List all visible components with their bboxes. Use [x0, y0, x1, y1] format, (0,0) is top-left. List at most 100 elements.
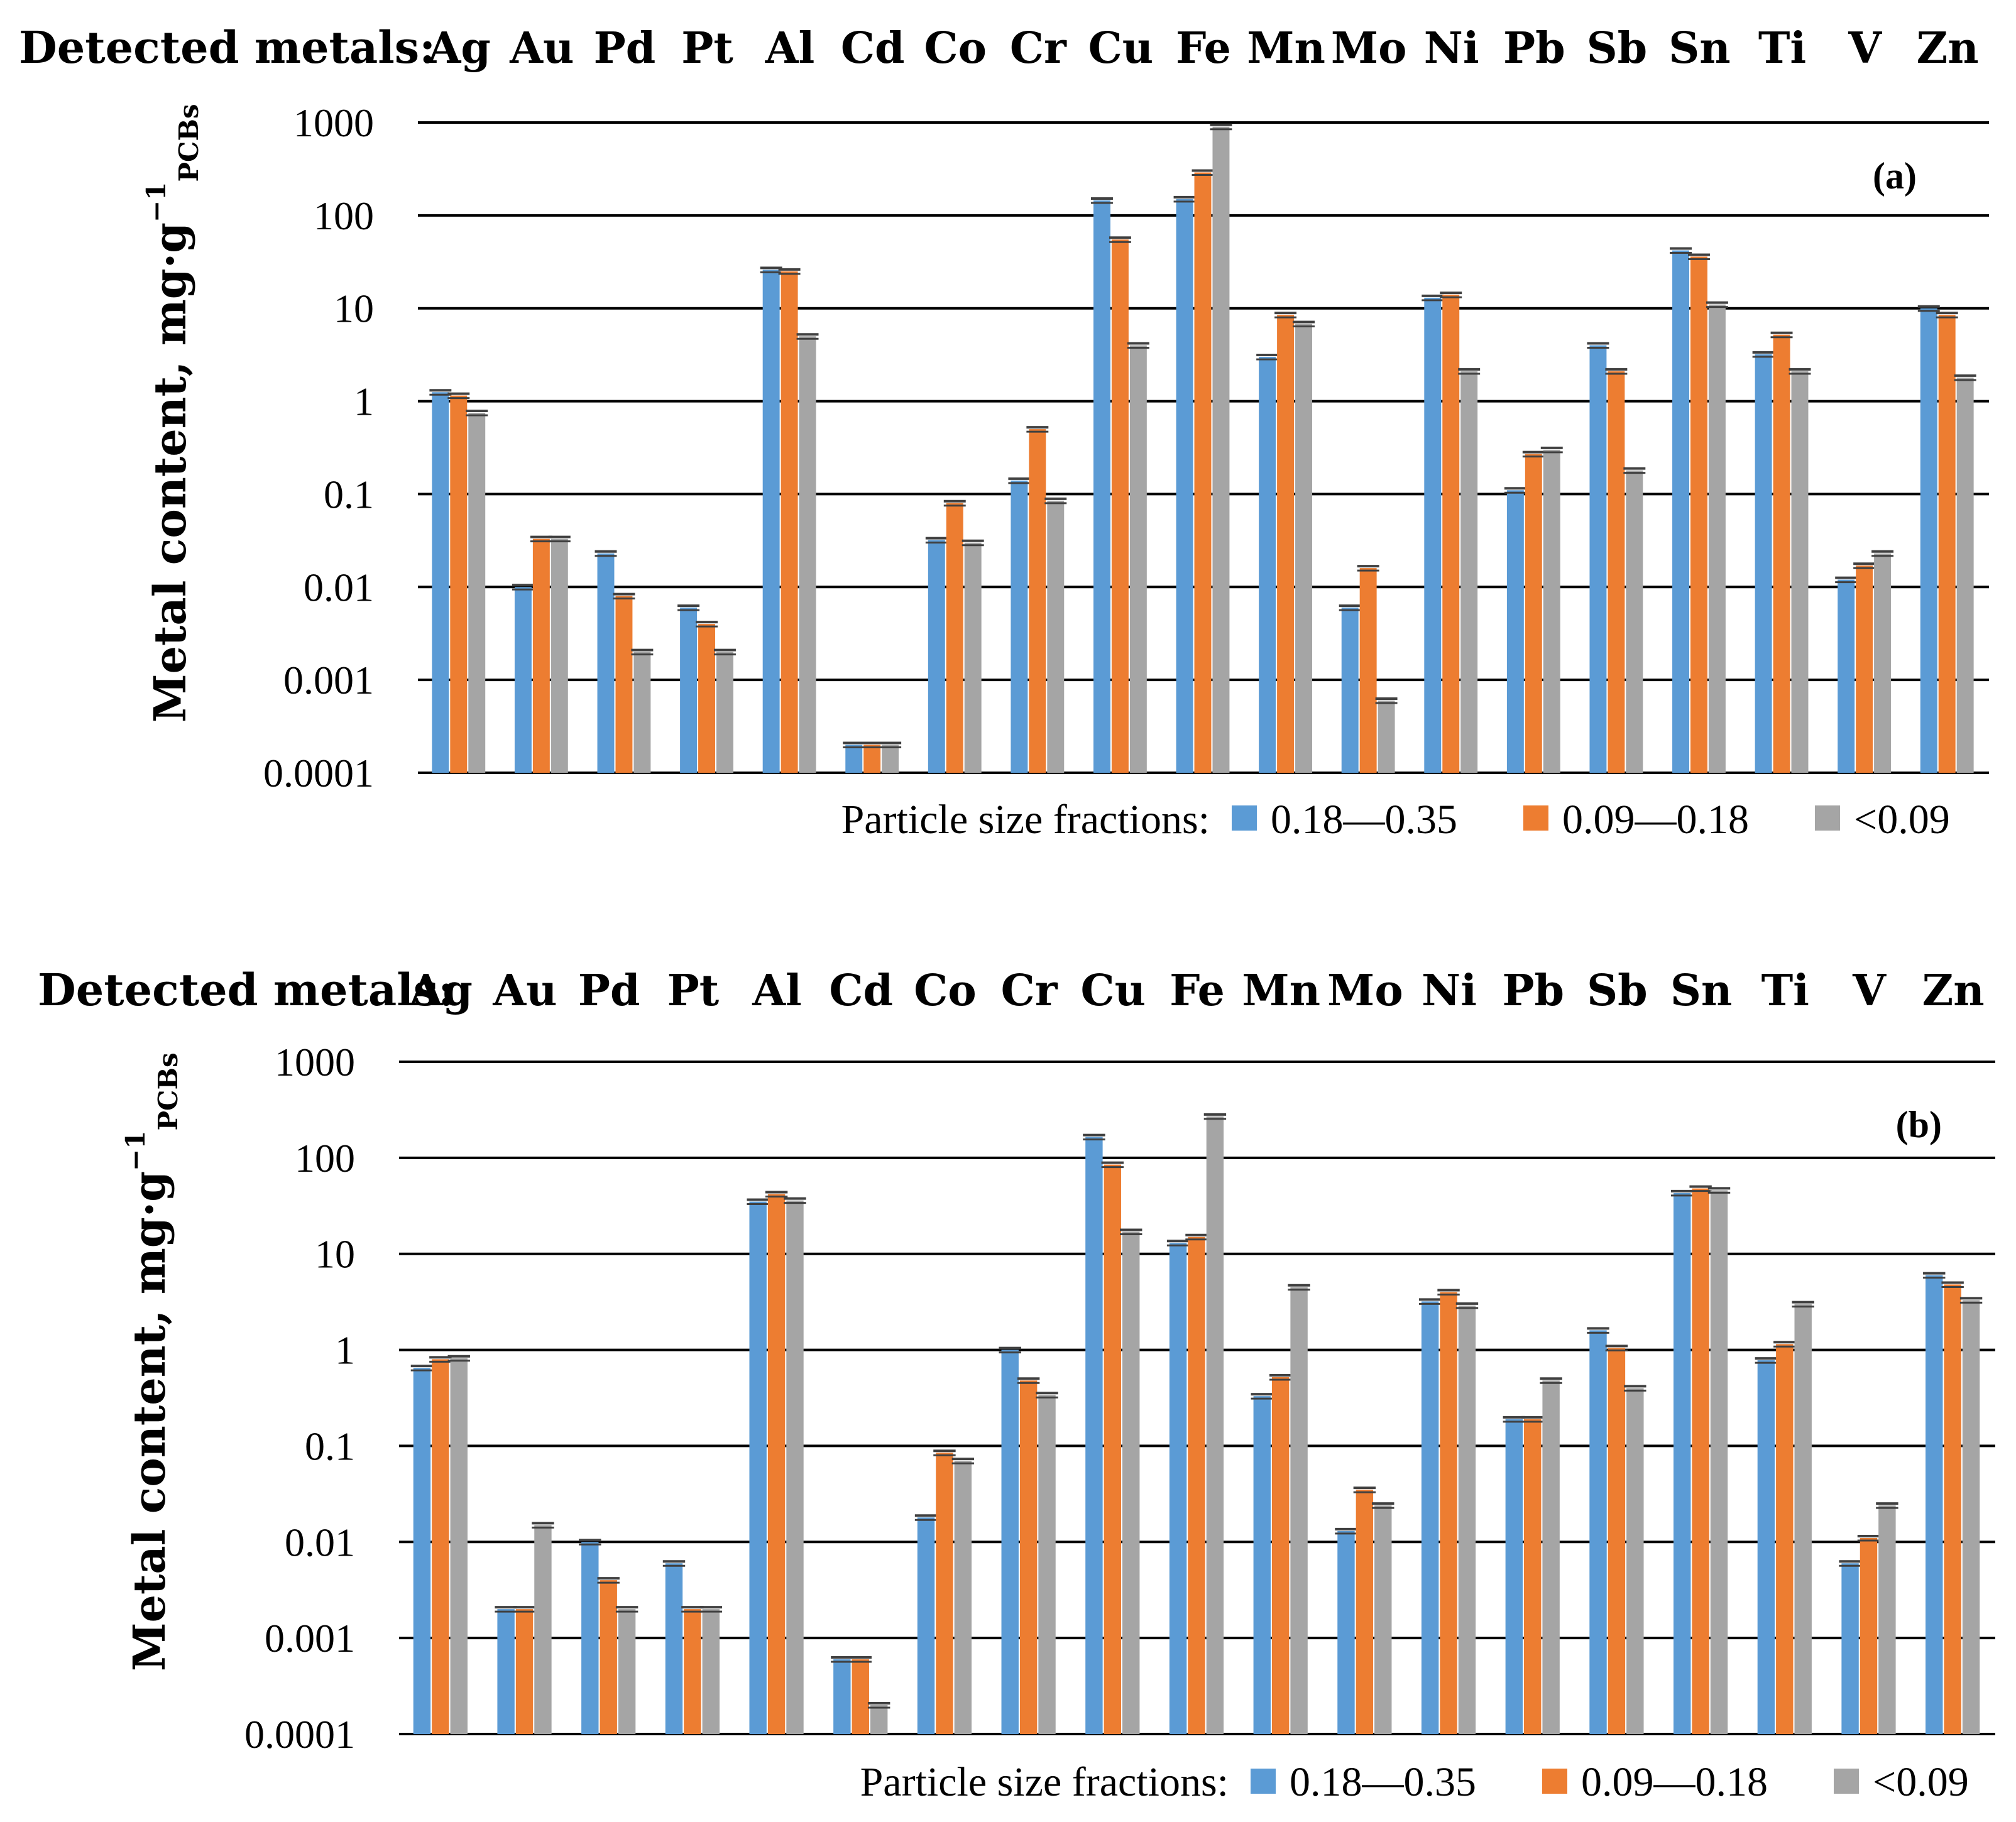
bar — [514, 587, 532, 773]
bar — [680, 608, 698, 773]
bar — [928, 540, 945, 773]
bar — [1672, 250, 1689, 773]
bar — [1253, 1396, 1271, 1734]
bar — [702, 1609, 720, 1734]
bar — [1791, 371, 1809, 773]
bar — [1608, 371, 1625, 773]
bar — [1341, 608, 1359, 773]
metal-label: Mo — [1327, 966, 1403, 1016]
bar — [1122, 1231, 1140, 1734]
y-tick-label: 10 — [334, 286, 374, 331]
bar — [1690, 256, 1707, 773]
bar — [1271, 1377, 1290, 1734]
bar — [432, 392, 449, 773]
bar — [1926, 1275, 1943, 1734]
legend-label-1: 0.09—0.18 — [1581, 1759, 1768, 1805]
bar — [1424, 297, 1442, 773]
bar — [1194, 172, 1212, 773]
bar — [954, 1461, 972, 1734]
bar — [1290, 1287, 1308, 1734]
y-tick-label: 1 — [354, 379, 374, 424]
legend-swatch-1 — [1542, 1769, 1567, 1794]
bar — [468, 413, 486, 773]
bar — [1038, 1395, 1056, 1734]
bar — [1776, 1344, 1794, 1734]
y-axis-label: Metal content, mg·g−1PCBs — [120, 1052, 184, 1671]
metal-label: Co — [914, 966, 976, 1016]
legend-title: Particle size fractions: — [841, 797, 1210, 843]
y-tick-labels: 0.0001 0.001 0.01 0.1 1 10 100 1000 — [263, 101, 374, 795]
bar — [767, 1194, 786, 1734]
metal-label: Ag — [427, 23, 491, 74]
metal-label: Cr — [1010, 23, 1067, 74]
bar — [1212, 126, 1230, 773]
bar — [1011, 480, 1028, 773]
panel-label: (a) — [1873, 155, 1917, 197]
y-tick-labels: 0.0001 0.001 0.01 0.1 1 10 100 1000 — [244, 1040, 355, 1757]
bar — [532, 538, 550, 773]
y-axis-label: Metal content, mg·g−1PCBs — [141, 104, 204, 723]
metal-label: Mo — [1331, 23, 1407, 74]
bar — [1442, 295, 1460, 773]
bar — [1277, 315, 1295, 773]
bar — [1755, 354, 1772, 773]
bar — [1856, 565, 1873, 773]
y-tick-label: 1000 — [275, 1040, 355, 1084]
bar — [1029, 429, 1046, 773]
metal-label: Mn — [1247, 23, 1325, 74]
bar — [1259, 357, 1276, 773]
legend-label-2: <0.09 — [1873, 1759, 1969, 1805]
metal-label: Al — [765, 23, 815, 74]
bar — [1874, 553, 1892, 773]
bar — [852, 1659, 869, 1734]
bar — [1460, 371, 1478, 773]
bar — [665, 1563, 683, 1734]
bar — [1524, 1419, 1542, 1734]
bar — [1176, 199, 1193, 773]
bar — [515, 1609, 534, 1734]
bar — [1692, 1188, 1709, 1734]
metal-label: Sb — [1587, 23, 1648, 74]
bar — [497, 1609, 515, 1734]
metal-label: Ti — [1758, 23, 1806, 74]
bar — [1356, 1490, 1374, 1734]
y-tick-label: 100 — [295, 1136, 355, 1181]
metal-label: Cu — [1088, 23, 1154, 74]
y-tick-label: 0.01 — [285, 1520, 355, 1564]
bar — [597, 553, 615, 773]
metal-label: Fe — [1176, 23, 1231, 74]
bar — [1542, 1380, 1560, 1734]
bar — [1047, 500, 1065, 773]
bar — [781, 271, 798, 773]
metal-label: Co — [924, 23, 987, 74]
bar — [618, 1609, 636, 1734]
bar — [936, 1453, 953, 1734]
bar — [762, 270, 780, 773]
bar — [615, 596, 633, 773]
bar — [450, 1358, 468, 1734]
bar-series-group — [429, 123, 1976, 773]
metal-label: Fe — [1170, 966, 1225, 1016]
bar — [1505, 1419, 1523, 1734]
bar — [1608, 1348, 1626, 1734]
bar — [964, 542, 982, 773]
bar — [1374, 1505, 1392, 1734]
metal-label: Au — [509, 23, 574, 74]
bar — [1111, 239, 1129, 773]
bar — [413, 1368, 431, 1734]
bar — [1838, 579, 1855, 773]
chart-panel-b: Detected metals: Ag Au Pd Pt Al Cd Co Cr Cu Fe Mn M… — [38, 964, 1995, 1805]
bar — [581, 1542, 599, 1734]
bar — [786, 1200, 804, 1734]
bar — [1841, 1563, 1859, 1734]
y-tick-label: 100 — [314, 194, 374, 238]
y-tick-label: 1 — [335, 1328, 355, 1373]
legend: Particle size fractions: 0.18—0.35 0.09—… — [860, 1759, 1969, 1805]
legend-title: Particle size fractions: — [860, 1759, 1229, 1805]
bar — [1337, 1530, 1355, 1734]
metal-label: Sn — [1670, 966, 1733, 1016]
bar — [1589, 1330, 1607, 1734]
bar-series-group — [410, 1113, 1983, 1734]
bar — [600, 1580, 617, 1734]
metal-label: Cd — [829, 966, 893, 1016]
